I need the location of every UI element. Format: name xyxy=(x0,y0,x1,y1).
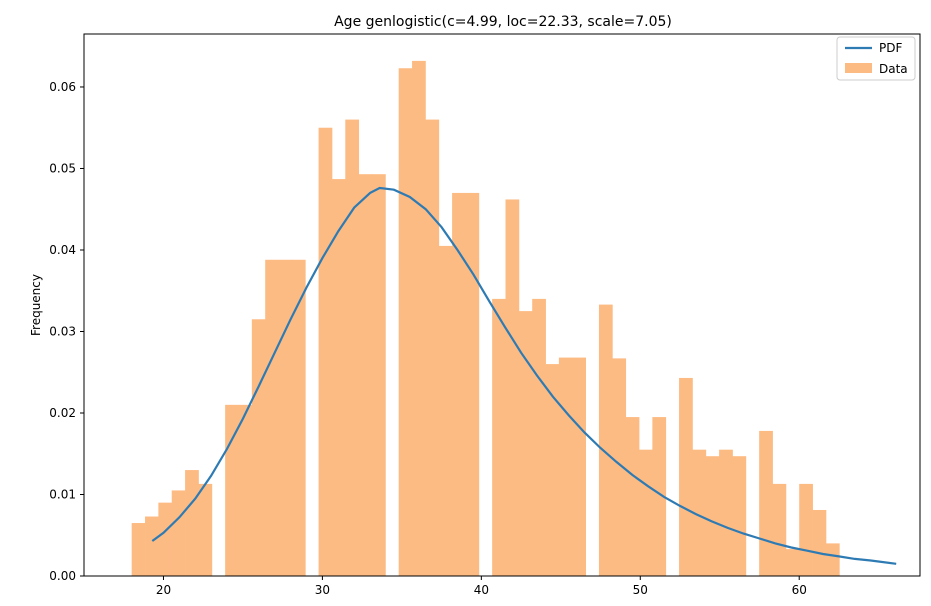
histogram-bar xyxy=(759,430,773,576)
histogram-bar xyxy=(358,174,373,576)
histogram-bar xyxy=(198,483,213,576)
histogram-bar xyxy=(532,298,546,576)
histogram-bar xyxy=(612,358,627,576)
histogram-bar xyxy=(825,543,840,576)
x-tick-label: 60 xyxy=(792,583,807,597)
histogram-bar xyxy=(291,259,306,576)
legend-data-swatch xyxy=(845,63,872,73)
histogram-bar xyxy=(545,364,560,576)
histogram-bar xyxy=(518,311,533,576)
histogram-bar xyxy=(185,470,199,576)
y-tick-label: 0.04 xyxy=(49,243,76,257)
legend-pdf-label: PDF xyxy=(879,41,902,55)
histogram-bar xyxy=(345,119,360,576)
histogram-bar xyxy=(705,456,720,576)
y-axis-ticks: 0.00 0.01 0.02 0.03 0.04 0.05 0.06 xyxy=(49,80,84,583)
plot-frame xyxy=(83,33,921,577)
histogram-bar xyxy=(572,357,586,576)
histogram-bar xyxy=(265,259,279,576)
legend-data-label: Data xyxy=(879,62,908,76)
histogram-bar xyxy=(732,456,747,576)
histogram-bar xyxy=(331,179,346,576)
x-tick-label: 20 xyxy=(156,583,171,597)
histogram-bar xyxy=(452,192,466,577)
histogram-bar xyxy=(131,523,146,576)
histogram-bar xyxy=(398,68,413,577)
y-axis-label: Frequency xyxy=(29,274,43,336)
histogram-bar xyxy=(492,298,506,576)
histogram-bar xyxy=(145,516,159,576)
y-tick-label: 0.05 xyxy=(49,161,76,175)
x-tick-label: 40 xyxy=(474,583,489,597)
histogram-bar xyxy=(238,404,253,576)
histogram-bar xyxy=(812,509,827,576)
pdf-curve xyxy=(151,186,897,565)
histogram-bar xyxy=(558,357,573,576)
y-tick-label: 0.06 xyxy=(49,80,76,94)
histogram-bar xyxy=(625,417,640,576)
histogram-bar xyxy=(278,259,293,576)
histogram-bar xyxy=(679,377,693,576)
histogram-bar xyxy=(158,502,173,576)
histogram-bar xyxy=(785,549,800,576)
y-tick-label: 0.01 xyxy=(49,487,76,501)
legend: PDF Data xyxy=(836,36,916,81)
histogram-bar xyxy=(412,60,426,576)
histogram-bar xyxy=(465,192,480,577)
x-tick-label: 50 xyxy=(633,583,648,597)
histogram-bar xyxy=(692,449,707,576)
histogram-bar xyxy=(171,490,186,576)
histogram-bar xyxy=(652,417,667,576)
histogram-bar xyxy=(639,449,653,576)
histogram-bar xyxy=(251,319,266,576)
x-tick-label: 30 xyxy=(315,583,330,597)
y-tick-label: 0.03 xyxy=(49,324,76,338)
histogram-bar xyxy=(318,127,333,577)
histogram-bar xyxy=(371,174,386,576)
chart-title: Age genlogistic(c=4.99, loc=22.33, scale… xyxy=(334,14,672,30)
histogram-bar xyxy=(772,483,787,576)
histogram-bars xyxy=(131,60,840,577)
histogram-bar xyxy=(438,245,453,576)
histogram-bar xyxy=(505,199,520,576)
histogram-bar xyxy=(799,483,813,576)
histogram-bar xyxy=(425,119,440,576)
x-axis-ticks: 20 30 40 50 60 xyxy=(156,576,807,597)
y-tick-label: 0.02 xyxy=(49,406,76,420)
histogram-bar xyxy=(719,449,733,576)
histogram-bar xyxy=(598,304,613,576)
y-tick-label: 0.00 xyxy=(49,569,76,583)
